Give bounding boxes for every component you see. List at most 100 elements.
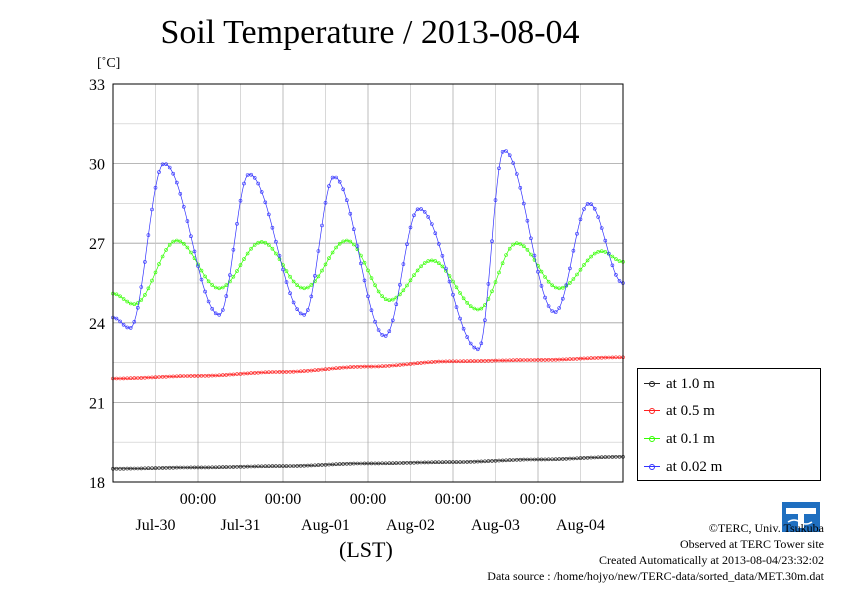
series-point (231, 465, 236, 469)
series-point (206, 465, 211, 470)
series-point (277, 257, 282, 261)
series-point (164, 162, 168, 166)
series-point (511, 358, 516, 363)
series-point (164, 465, 168, 470)
series-point (468, 459, 473, 464)
series-point (153, 466, 158, 470)
series-point (504, 358, 508, 363)
series-point (291, 464, 296, 468)
series-point (614, 355, 618, 360)
series-point (575, 456, 579, 461)
series-point (274, 370, 278, 374)
series-point (249, 371, 253, 375)
series-point (493, 198, 498, 202)
series-point (436, 261, 441, 266)
series-point (320, 223, 324, 228)
series-point (426, 259, 431, 263)
legend-swatch-marker (649, 381, 655, 387)
series-point (284, 370, 289, 374)
series-point (458, 460, 462, 464)
series-point (447, 359, 452, 364)
credit-created: Created Automatically at 2013-08-04/23:3… (599, 553, 824, 567)
series-point (376, 289, 381, 294)
series-point (235, 222, 239, 226)
series-point (415, 361, 420, 366)
series-point (475, 307, 480, 312)
series-point (175, 238, 179, 243)
series-point (196, 264, 200, 268)
series-point (235, 464, 239, 469)
series-point (596, 250, 601, 254)
series-point (557, 457, 562, 461)
series-point (497, 458, 501, 463)
series-point (330, 250, 335, 255)
series-point (192, 465, 197, 470)
series-point (606, 455, 611, 459)
series-point (479, 341, 484, 346)
series-point (412, 273, 416, 278)
series-point (359, 364, 363, 369)
series-point (266, 370, 271, 375)
series-point (121, 297, 126, 301)
series-point (426, 360, 431, 365)
series-point (136, 376, 140, 380)
series-point (281, 464, 285, 468)
series-point (118, 294, 122, 299)
series-point (479, 359, 484, 363)
series-point (160, 162, 165, 167)
series-point (217, 286, 221, 291)
series-point (472, 359, 477, 363)
series-point (483, 459, 487, 464)
series-point (313, 463, 317, 468)
series-point (298, 285, 303, 290)
series-point (295, 307, 300, 312)
series-point (366, 268, 370, 273)
series-point (263, 240, 268, 245)
series-point (192, 249, 197, 254)
series-point (617, 355, 622, 360)
series-point (387, 298, 392, 303)
series-point (245, 251, 250, 256)
series-point (479, 306, 484, 311)
series-point (610, 254, 615, 259)
x-tick-date: Aug-01 (301, 517, 350, 534)
series-point (259, 240, 264, 244)
series-point (309, 463, 314, 468)
series-point (298, 463, 303, 468)
series-point (221, 308, 225, 312)
series-point (465, 335, 470, 339)
series-point (564, 283, 569, 287)
series-point (472, 306, 477, 311)
series-point (302, 463, 307, 468)
series-point (157, 466, 161, 470)
series-point (217, 465, 221, 470)
x-tick-date: Aug-04 (556, 517, 605, 534)
series-line (113, 356, 623, 379)
series-point (150, 466, 154, 471)
series-point (543, 295, 547, 300)
series-point (543, 457, 547, 462)
series-point (238, 263, 243, 267)
series-point (167, 243, 172, 247)
series-point (486, 282, 491, 286)
series-point (182, 374, 186, 378)
series-point (228, 465, 232, 469)
series-point (582, 356, 586, 361)
series-point (390, 363, 395, 368)
series-point (266, 464, 271, 469)
series-point (143, 466, 147, 471)
series-point (189, 374, 193, 378)
series-point (203, 289, 207, 294)
series-point (401, 262, 406, 266)
series-point (599, 226, 604, 230)
series-point (274, 239, 278, 244)
series-point (419, 207, 423, 211)
series-point (178, 465, 183, 470)
series-point (125, 299, 129, 304)
series-point (206, 279, 211, 284)
x-axis-label: (LST) (339, 537, 393, 562)
series-point (330, 366, 335, 371)
series-point (571, 277, 576, 281)
series-point (252, 176, 257, 180)
